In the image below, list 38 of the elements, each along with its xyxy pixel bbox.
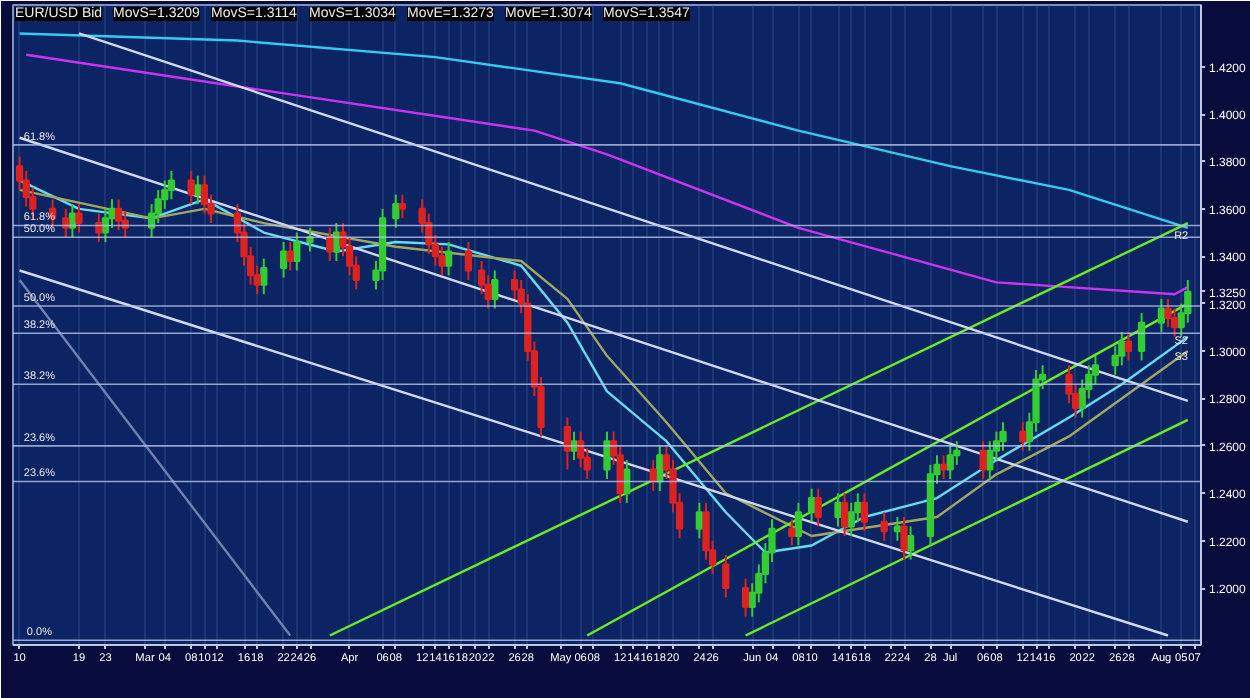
candlestick	[1157, 297, 1166, 334]
candlestick	[1170, 307, 1179, 338]
candlestick	[603, 430, 611, 481]
candlestick	[893, 516, 902, 542]
candlestick	[279, 241, 288, 279]
candlestick	[794, 501, 803, 547]
candlestick	[194, 174, 202, 206]
candlestick	[946, 444, 954, 481]
candlestick	[1164, 297, 1172, 329]
candlestick	[860, 492, 869, 533]
candlestick	[326, 226, 334, 262]
candlestick	[1124, 331, 1133, 362]
candlestick	[840, 492, 849, 537]
candlestick	[260, 257, 268, 296]
candlestick	[939, 454, 948, 481]
candlestick	[1019, 421, 1027, 452]
candlestick	[398, 193, 407, 220]
candlestick	[999, 421, 1007, 452]
candlestick	[788, 518, 796, 547]
candlestick	[847, 501, 855, 537]
candlestick	[187, 169, 195, 206]
candlestick	[814, 487, 822, 528]
candlestick	[807, 487, 816, 523]
candlestick	[286, 241, 294, 272]
candlestick	[900, 516, 908, 561]
candlestick	[979, 440, 987, 481]
candlestick	[200, 174, 209, 215]
candlestick	[722, 553, 730, 599]
candlestick	[880, 511, 888, 542]
candlestick	[392, 193, 400, 229]
candlestick	[563, 416, 572, 471]
candlestick	[1137, 312, 1146, 362]
candlestick	[1118, 331, 1126, 367]
candlestick	[834, 492, 842, 528]
candlestick	[293, 231, 301, 272]
candlestick	[741, 577, 750, 618]
candlestick	[464, 241, 473, 281]
candlestick	[167, 169, 176, 201]
